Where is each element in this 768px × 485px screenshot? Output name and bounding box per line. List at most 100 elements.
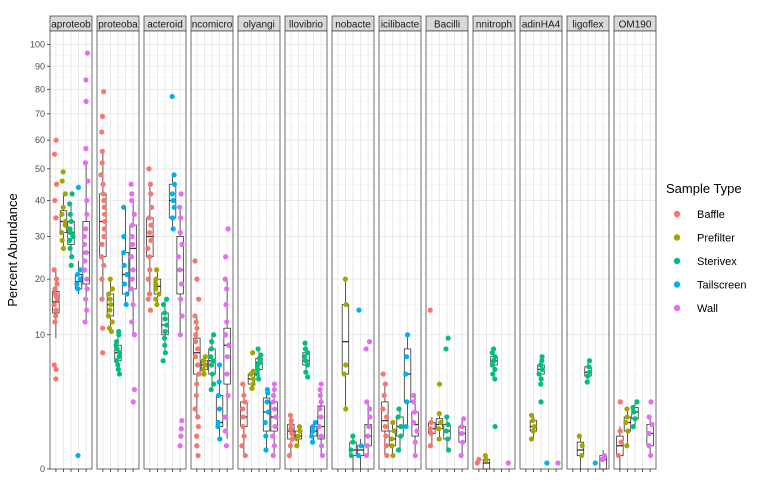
point-prefilter (107, 296, 113, 302)
point-baffle (145, 245, 151, 252)
point-baffle (192, 406, 198, 412)
point-tailscreen (75, 184, 82, 191)
point-sterivex (539, 354, 545, 360)
point-baffle (98, 254, 105, 260)
legend-entry: Tailscreen (673, 280, 747, 292)
box-sterivex (536, 354, 545, 405)
legend-title: Sample Type (666, 181, 742, 196)
point-sterivex (208, 362, 215, 368)
point-wall (414, 428, 420, 434)
point-wall (646, 430, 652, 437)
point-wall (646, 443, 652, 449)
point-sterivex (257, 359, 263, 366)
point-wall (129, 319, 135, 325)
point-sterivex (162, 310, 168, 316)
point-sterivex (538, 399, 544, 405)
y-tick-label: 50 (35, 164, 45, 174)
point-wall (367, 414, 373, 420)
point-sterivex (445, 421, 451, 428)
point-sterivex (302, 346, 308, 352)
point-wall (271, 386, 277, 393)
point-wall (83, 296, 89, 302)
point-tailscreen (262, 419, 268, 426)
point-prefilter (62, 218, 68, 225)
point-wall (366, 339, 373, 345)
point-baffle (192, 258, 198, 264)
point-wall (364, 443, 370, 449)
box-prefilter (59, 169, 68, 252)
box-sterivex (584, 358, 593, 385)
point-tailscreen (170, 226, 176, 232)
point-baffle (99, 241, 105, 247)
point-wall (459, 423, 465, 430)
point-sterivex (445, 335, 451, 341)
point-baffle (240, 414, 246, 420)
point-prefilter (389, 443, 395, 449)
point-prefilter (153, 276, 159, 282)
facet-label: ligoflex (572, 20, 603, 31)
point-baffle (147, 230, 153, 236)
point-wall (459, 430, 465, 437)
point-wall (648, 452, 654, 459)
point-wall (82, 319, 88, 325)
point-baffle (101, 89, 107, 95)
point-sterivex (492, 376, 498, 382)
point-baffle (381, 392, 387, 399)
point-prefilter (201, 371, 207, 377)
point-wall (317, 386, 323, 393)
point-baffle (51, 362, 57, 368)
facet-label: nobacte (335, 20, 371, 31)
point-tailscreen (216, 362, 223, 368)
box-prefilter (435, 381, 444, 442)
point-sterivex (491, 358, 497, 364)
point-tailscreen (121, 204, 127, 210)
point-wall (270, 392, 277, 399)
point-sterivex (445, 447, 452, 453)
point-baffle (52, 197, 58, 204)
point-baffle (288, 417, 294, 424)
point-tailscreen (309, 433, 315, 439)
point-wall (410, 399, 417, 405)
legend-key-sterivex (673, 257, 681, 265)
point-sterivex (350, 439, 356, 445)
point-baffle (382, 381, 388, 387)
point-prefilter (202, 354, 208, 360)
point-sterivex (630, 423, 636, 430)
legend-label: Wall (697, 303, 718, 315)
point-wall (128, 181, 134, 187)
point-sterivex (116, 350, 123, 356)
point-sterivex (68, 262, 74, 269)
facet-label: proteoba (98, 20, 138, 31)
point-prefilter (624, 443, 630, 449)
facet-panel: acteroid (143, 15, 187, 472)
point-tailscreen (215, 423, 221, 430)
point-sterivex (161, 335, 168, 341)
point-wall (128, 286, 134, 292)
point-prefilter (438, 419, 444, 426)
point-sterivex (162, 350, 169, 356)
point-prefilter (389, 436, 395, 442)
point-tailscreen (403, 371, 409, 377)
point-tailscreen (74, 281, 80, 287)
point-prefilter (60, 169, 66, 175)
box-prefilter (153, 267, 162, 308)
point-wall (84, 286, 90, 292)
box-wall (363, 339, 373, 459)
point-baffle (53, 366, 59, 373)
point-sterivex (350, 433, 356, 439)
point-wall (82, 267, 88, 273)
point-baffle (149, 204, 155, 210)
point-tailscreen (171, 181, 178, 187)
point-wall (317, 406, 323, 412)
point-baffle (242, 399, 248, 405)
point-baffle (146, 254, 153, 260)
point-wall (179, 241, 185, 247)
point-baffle (99, 148, 105, 154)
point-prefilter (59, 237, 65, 243)
point-wall (270, 399, 277, 405)
point-wall (646, 414, 652, 420)
point-wall (649, 421, 655, 428)
point-tailscreen (310, 423, 316, 430)
facet-panel: icilibacte (378, 15, 422, 472)
